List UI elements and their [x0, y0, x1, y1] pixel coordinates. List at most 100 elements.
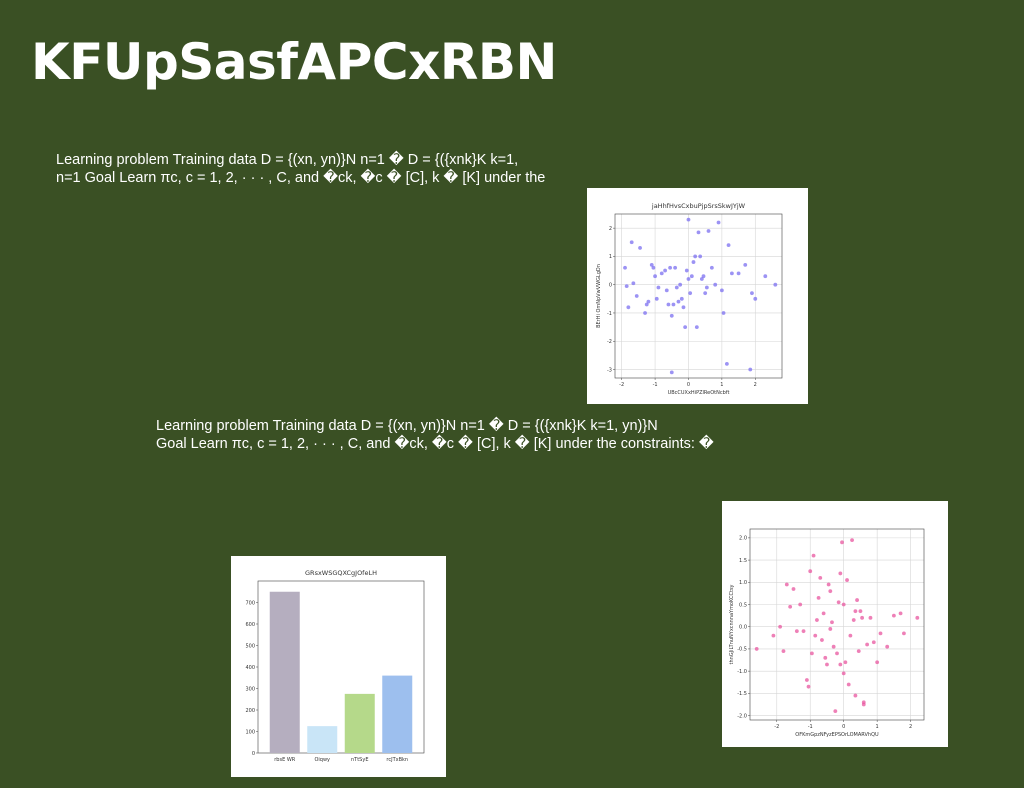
- y-tick-label: -2.0: [737, 713, 747, 719]
- data-point: [703, 291, 708, 296]
- data-point: [871, 640, 876, 645]
- scatter-chart-pink-svg: -2 -1 0 1 2 -2.0 -1.5 -1.0 -0.5 0.0 0.5 1.0 1.5 2.0 OF…: [729, 528, 925, 738]
- x-tick-label: rcJTxBkn: [386, 757, 408, 763]
- data-point: [624, 284, 629, 289]
- data-point: [821, 611, 826, 616]
- data-point: [701, 274, 706, 279]
- data-point: [858, 609, 863, 614]
- data-point: [668, 265, 673, 270]
- x-tick-label: 1: [720, 382, 723, 388]
- data-point: [666, 302, 671, 307]
- y-tick-label: 700: [245, 600, 255, 606]
- data-point: [669, 370, 674, 375]
- data-point: [653, 274, 657, 279]
- data-point: [850, 538, 854, 543]
- data-point: [681, 305, 686, 310]
- data-point: [818, 575, 823, 580]
- data-point: [784, 582, 789, 587]
- data-point: [811, 553, 816, 558]
- data-point: [810, 651, 814, 656]
- data-point: [656, 285, 661, 290]
- y-tick-label: 1: [609, 254, 612, 260]
- data-point: [724, 361, 729, 366]
- data-point: [736, 271, 741, 276]
- data-point: [754, 647, 759, 651]
- data-point: [634, 294, 639, 298]
- data-point: [631, 281, 636, 286]
- data-point: [856, 649, 861, 654]
- data-point: [825, 662, 829, 667]
- data-point: [683, 325, 688, 330]
- y-tick-label: 300: [245, 686, 255, 692]
- data-point: [704, 285, 709, 290]
- data-point: [771, 633, 776, 638]
- bar-chart-svg: GRsxWSGQXCgJOfeLH 0 100 200 300 400 500 600 700 r…: [245, 569, 425, 763]
- data-point: [693, 254, 698, 259]
- y-tick-label: 1.0: [739, 580, 747, 586]
- data-point: [623, 265, 627, 270]
- plot-frame: [749, 528, 925, 721]
- data-point: [654, 296, 659, 301]
- data-point: [816, 595, 821, 600]
- data-point: [649, 262, 654, 267]
- data-point: [820, 638, 824, 642]
- data-point: [843, 660, 848, 665]
- chart-title: GRsxWSGQXCgJOfeLH: [305, 569, 377, 577]
- data-point: [659, 271, 664, 276]
- data-point: [846, 682, 851, 687]
- data-point: [646, 299, 651, 304]
- data-point: [721, 311, 726, 315]
- x-tick-label: -1: [653, 382, 658, 388]
- x-tick-label: -1: [808, 724, 813, 730]
- y-tick-label: 1.5: [739, 558, 747, 564]
- y-tick-label: 0.5: [739, 602, 747, 608]
- y-tick-label: 500: [245, 643, 255, 649]
- data-point: [651, 265, 656, 270]
- data-point: [674, 285, 679, 290]
- data-point: [836, 600, 841, 605]
- data-point: [848, 633, 853, 638]
- data-point: [709, 265, 714, 270]
- data-point: [686, 217, 691, 222]
- data-point: [663, 268, 667, 273]
- x-tick-label: Oiqwy: [314, 757, 330, 763]
- data-point: [813, 633, 818, 638]
- data-point: [706, 229, 711, 233]
- y-tick-label: -3: [607, 367, 612, 373]
- data-point: [902, 631, 906, 636]
- data-point: [750, 291, 754, 296]
- data-point: [626, 305, 631, 310]
- x-tick-label: rbsE WR: [274, 757, 296, 763]
- y-tick-label: 600: [245, 622, 255, 628]
- data-point: [748, 367, 753, 372]
- data-point: [826, 582, 831, 587]
- paragraph-2-line-1: Learning problem Training data D = {(xn,…: [156, 418, 658, 434]
- bar: [382, 675, 413, 753]
- y-tick-label: 2.0: [739, 536, 747, 542]
- x-tick-label: 2: [754, 382, 757, 388]
- data-point: [676, 299, 681, 304]
- x-axis-label: OFKmGpzNFyzEPSOrLOMARVhQU: [795, 732, 879, 738]
- body-paragraph-2: Learning problem Training data D = {(xn,…: [156, 417, 714, 453]
- data-point: [678, 282, 683, 287]
- data-point: [638, 246, 642, 250]
- data-point: [629, 240, 634, 245]
- data-point: [801, 629, 806, 634]
- data-point: [730, 271, 734, 276]
- data-point: [815, 618, 819, 622]
- chart-title: jaHhfHvsCxbuPjpSrsSkwJYjW: [651, 202, 746, 210]
- data-point: [719, 288, 724, 293]
- data-point: [671, 302, 676, 307]
- data-point: [898, 611, 903, 616]
- x-tick-label: 0: [842, 724, 845, 730]
- data-point: [664, 288, 669, 293]
- data-point: [679, 296, 684, 301]
- y-axis-label: BErHi OmNpVwVWGLgDn: [596, 264, 602, 328]
- plot-frame: [614, 213, 783, 379]
- body-paragraph-1: Learning problem Training data D = {(xn,…: [56, 151, 545, 187]
- data-point: [808, 569, 813, 574]
- data-point: [743, 262, 748, 267]
- data-point: [838, 662, 843, 667]
- data-point: [823, 655, 828, 660]
- y-tick-label: -2: [607, 339, 612, 345]
